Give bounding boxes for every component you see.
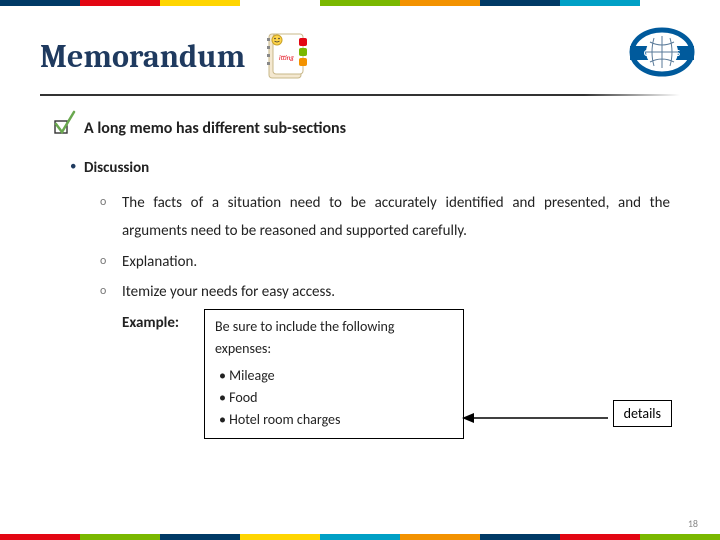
comsats-logo: COMSATS xyxy=(622,20,702,84)
svg-text:itting: itting xyxy=(279,53,294,62)
circle-bullet-icon: o xyxy=(100,278,122,304)
example-bullet: • Mileage xyxy=(219,365,453,387)
details-box: details xyxy=(613,400,672,427)
sub-list: o The facts of a situation need to be ac… xyxy=(100,189,670,307)
item-text: The facts of a situation need to be accu… xyxy=(122,189,670,246)
item-text: Itemize your needs for easy access. xyxy=(122,278,670,307)
bottom-color-stripe xyxy=(0,534,720,540)
title-row: Memorandum itting COMSATS xyxy=(0,6,720,94)
bullet-dot-icon: • xyxy=(70,154,84,180)
list-item: o The facts of a situation need to be ac… xyxy=(100,189,670,246)
circle-bullet-icon: o xyxy=(100,189,122,215)
page-number: 18 xyxy=(688,517,698,530)
example-box: Be sure to include the following expense… xyxy=(204,309,464,439)
content-area: A long memo has different sub-sections •… xyxy=(0,96,720,439)
checkmark-icon xyxy=(50,110,76,136)
example-label: Example: xyxy=(122,309,204,338)
example-bullet: • Hotel room charges xyxy=(219,409,453,431)
example-intro: Be sure to include the following expense… xyxy=(215,316,453,361)
notebook-icon: itting xyxy=(255,26,315,86)
example-row: Example: Be sure to include the followin… xyxy=(100,309,670,439)
circle-bullet-icon: o xyxy=(100,248,122,274)
section-label: Discussion xyxy=(84,154,149,183)
checklist-row: A long memo has different sub-sections xyxy=(50,114,670,144)
item-text: Explanation. xyxy=(122,248,670,277)
page-title: Memorandum xyxy=(40,38,245,75)
list-item: o Itemize your needs for easy access. xyxy=(100,278,670,307)
section-row: • Discussion xyxy=(70,154,670,183)
list-item: o Explanation. xyxy=(100,248,670,277)
checklist-text: A long memo has different sub-sections xyxy=(84,114,346,144)
example-bullet: • Food xyxy=(219,387,453,409)
